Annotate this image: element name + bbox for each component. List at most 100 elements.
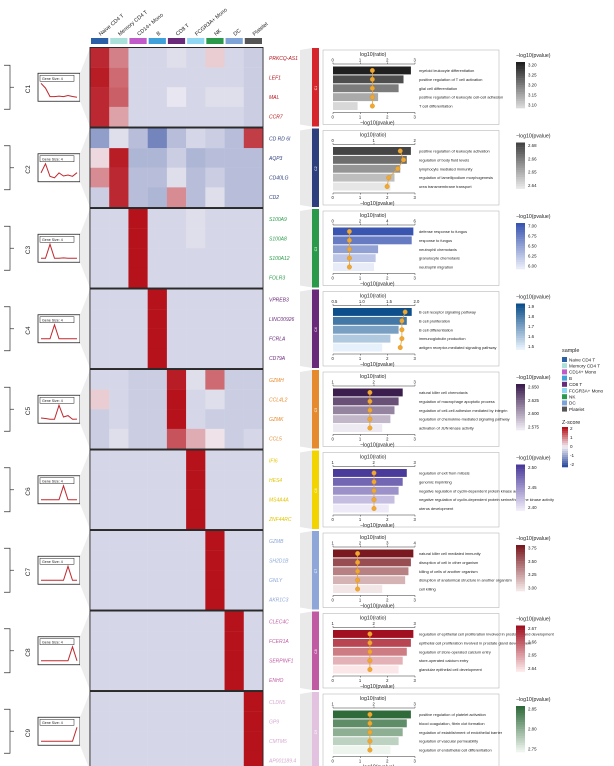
ratio-tick-label: 2 [373, 702, 376, 707]
heatmap-cell [243, 389, 264, 410]
heatmap-cell [205, 670, 225, 691]
dendrogram [4, 306, 11, 352]
heatmap-cell [224, 187, 244, 208]
ratio-dot [355, 586, 361, 592]
zscore-colorbar-segment [562, 427, 568, 430]
heatmap-cell [166, 67, 187, 88]
pvalue-colorbar-segment [516, 181, 525, 185]
gene-trend-line [41, 242, 77, 259]
heatmap-cell [186, 692, 206, 712]
heatmap-cell [224, 711, 244, 732]
pvalue-legend-tick: 6.00 [528, 264, 537, 269]
pvalue-colorbar-segment [516, 657, 525, 661]
heatmap-cell [243, 750, 264, 766]
gene-label: GNLY [269, 578, 283, 584]
zscore-legend-tick: -2 [570, 462, 575, 467]
enrichment-bar [333, 397, 399, 406]
gene-trend-line [41, 484, 77, 501]
pvalue-colorbar-segment [516, 485, 525, 488]
pvalue-colorbar-segment [516, 413, 525, 417]
gene-label: ZNF44RC [268, 517, 292, 523]
pvalue-colorbar-segment [516, 650, 525, 654]
pvalue-tick-label: 3 [414, 276, 417, 281]
gene-label: ENHO [269, 678, 284, 684]
pvalue-tick-label: 2 [386, 115, 389, 120]
enrichment-bar [333, 254, 376, 263]
heatmap-cell [243, 87, 264, 108]
heatmap-cell [243, 348, 264, 369]
pvalue-colorbar-segment [516, 478, 525, 481]
enrichment-bar [333, 737, 399, 746]
pvalue-legend-tick: 2.75 [528, 747, 537, 752]
heatmap-cell [205, 209, 225, 229]
go-term-label: B cell proliferation [419, 318, 450, 323]
pvalue-legend-tick: 3.20 [528, 83, 537, 88]
sample-legend-label: CD14+ Mono [569, 370, 597, 375]
ratio-dot [355, 559, 361, 565]
heatmap-cell [243, 148, 264, 168]
heatmap-cell [128, 731, 148, 752]
heatmap-cell [109, 570, 129, 591]
heatmap-cell [90, 711, 110, 732]
heatmap-cell [128, 450, 148, 471]
pvalue-tick-label: 2 [386, 598, 389, 603]
ratio-dot [367, 712, 373, 717]
sample-column-label: B [156, 30, 163, 37]
gene-size-label: Gene Size: 4 [42, 238, 63, 242]
enrichment-bar [333, 263, 374, 271]
annotation-connector [300, 128, 312, 207]
pvalue-colorbar-segment [516, 499, 525, 502]
heatmap-cell [109, 209, 129, 229]
pvalue-legend-tick: 2.65 [528, 653, 537, 658]
heatmap-cell [243, 631, 264, 651]
pvalue-colorbar-segment [516, 501, 525, 504]
pvalue-legend-tick: 2.80 [528, 727, 537, 732]
zscore-legend-tick: 0 [570, 444, 573, 449]
connector-shape [80, 289, 90, 368]
heatmap-cell [243, 509, 264, 530]
pvalue-legend-title: −log10(pvalue) [516, 536, 551, 542]
pvalue-tick-label: 2 [386, 517, 389, 522]
ratio-dot [367, 738, 373, 744]
enrichment-bar [333, 477, 403, 486]
heatmap-cell [109, 750, 129, 766]
pvalue-colorbar-segment [516, 66, 525, 70]
heatmap-cell [205, 531, 225, 551]
enrichment-bar [333, 245, 379, 254]
heatmap-cell [243, 409, 264, 430]
pvalue-tick-label: 3 [414, 437, 417, 442]
zscore-colorbar-segment [562, 457, 568, 460]
pvalue-colorbar-segment [516, 464, 525, 468]
heatmap-cell [224, 106, 244, 127]
gene-label: FOLR3 [269, 276, 285, 282]
cluster-color-strip [312, 289, 319, 368]
ratio-dot [369, 94, 375, 100]
heatmap-cell [147, 570, 168, 591]
pvalue-colorbar-segment [516, 223, 525, 226]
zscore-colorbar-segment [562, 445, 568, 448]
gene-label: S100A8 [269, 236, 287, 242]
heatmap-cell [166, 187, 187, 208]
pvalue-colorbar-segment [516, 154, 525, 157]
heatmap-cell [186, 611, 206, 632]
zscore-legend-tick: -1 [570, 453, 575, 458]
enrichment-bar [333, 236, 412, 245]
cluster-panel: C4 Gene Size: 4 VPREB3 LINC00926 FCRLA CD79A C… [4, 288, 551, 369]
pvalue-colorbar-segment [516, 563, 525, 566]
heatmap-cell [186, 509, 206, 530]
gene-label: CCL4L2 [269, 397, 288, 403]
cluster-id-label: C6 [25, 487, 32, 496]
heatmap-cell [166, 550, 187, 571]
ratio-dot [355, 568, 361, 574]
enrichment-bar [333, 406, 395, 415]
pvalue-colorbar-segment [516, 547, 525, 550]
pvalue-colorbar-segment [516, 94, 525, 97]
go-term-label: regulation of macrophage apoptotic proce… [419, 399, 495, 404]
pvalue-colorbar-segment [516, 142, 525, 146]
enrichment-bar [333, 504, 389, 513]
go-term-label: glandular epithelial cell development [419, 667, 483, 672]
pvalue-colorbar-segment [516, 172, 525, 175]
ratio-axis-title: log10(ratio) [360, 535, 387, 541]
heatmap-cell [205, 409, 225, 430]
